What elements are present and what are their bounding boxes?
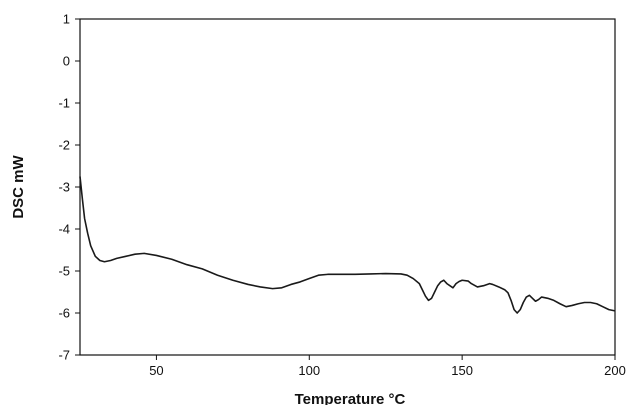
- dsc-curve: [79, 176, 616, 314]
- y-tick-label: 0: [63, 54, 70, 69]
- y-axis-ticks: 1 0 -1 -2 -3 -4 -5 -6 -7: [58, 12, 80, 363]
- y-tick-label: -2: [58, 138, 70, 153]
- plot-area: [79, 18, 616, 356]
- y-tick-label: -4: [58, 222, 70, 237]
- y-axis-title: DSC mW: [10, 154, 27, 218]
- x-tick-label: 200: [604, 363, 626, 378]
- x-tick-label: 50: [149, 363, 163, 378]
- x-axis-ticks: 50 100 150 200: [149, 355, 626, 378]
- y-tick-label: -1: [58, 96, 70, 111]
- x-tick-label: 100: [298, 363, 320, 378]
- x-axis-title: Temperature °C: [295, 391, 406, 405]
- y-tick-label: -3: [58, 180, 70, 195]
- y-tick-label: -7: [58, 348, 70, 363]
- y-tick-label: 1: [63, 12, 70, 27]
- y-tick-label: -6: [58, 306, 70, 321]
- x-tick-label: 150: [451, 363, 473, 378]
- y-tick-label: -5: [58, 264, 70, 279]
